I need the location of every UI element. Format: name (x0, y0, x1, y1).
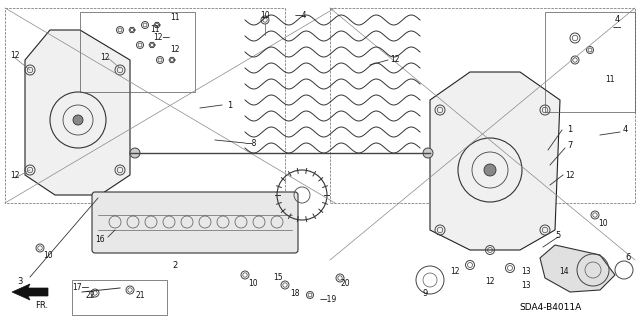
Bar (5, 8, 285, 203)
Text: 20: 20 (340, 278, 350, 287)
Text: 15: 15 (273, 272, 283, 281)
Text: 10: 10 (598, 219, 608, 227)
Text: —8: —8 (245, 138, 257, 147)
Text: 13: 13 (521, 280, 531, 290)
Text: 21: 21 (135, 291, 145, 300)
Text: 16: 16 (95, 235, 105, 244)
Text: 12: 12 (10, 170, 20, 180)
Circle shape (73, 115, 83, 125)
Text: SDA4-B4011A: SDA4-B4011A (519, 302, 581, 311)
Text: —4: —4 (295, 11, 307, 19)
Text: 4: 4 (614, 16, 620, 25)
Text: —: — (613, 24, 621, 33)
Text: 7: 7 (567, 140, 573, 150)
Bar (545, 12, 635, 112)
Text: 3: 3 (17, 278, 22, 286)
Bar (72, 280, 167, 315)
Text: 13: 13 (521, 268, 531, 277)
FancyBboxPatch shape (92, 192, 298, 253)
Text: 11: 11 (150, 26, 160, 34)
Text: 10: 10 (260, 11, 270, 19)
Text: 9: 9 (422, 288, 428, 298)
Text: 2: 2 (172, 261, 178, 270)
Text: 5: 5 (556, 231, 561, 240)
Text: 18: 18 (291, 288, 300, 298)
Text: 1: 1 (227, 100, 232, 109)
Text: 12: 12 (565, 170, 575, 180)
Text: 14: 14 (559, 268, 569, 277)
Circle shape (423, 148, 433, 158)
Text: 17—: 17— (72, 284, 89, 293)
Text: 12: 12 (10, 50, 20, 60)
Polygon shape (12, 284, 48, 300)
Text: 11: 11 (605, 76, 615, 85)
Text: 4: 4 (622, 125, 628, 135)
Text: FR.: FR. (35, 300, 49, 309)
Text: 12: 12 (485, 278, 495, 286)
Text: 12: 12 (451, 268, 460, 277)
Text: 11: 11 (170, 13, 180, 23)
Text: 6: 6 (625, 254, 630, 263)
Circle shape (130, 148, 140, 158)
Text: 22: 22 (85, 291, 95, 300)
Polygon shape (25, 30, 130, 195)
Text: 12: 12 (390, 56, 400, 64)
Text: 1: 1 (568, 125, 573, 135)
Text: 10: 10 (43, 251, 53, 261)
Text: 12: 12 (170, 46, 180, 55)
Text: —19: —19 (320, 295, 337, 305)
Bar (80, 12, 195, 92)
Bar (330, 8, 635, 203)
Text: 12—: 12— (153, 33, 170, 42)
Text: 12: 12 (100, 54, 109, 63)
Circle shape (484, 164, 496, 176)
Text: 10: 10 (248, 278, 258, 287)
Polygon shape (430, 72, 560, 250)
Polygon shape (540, 245, 615, 292)
